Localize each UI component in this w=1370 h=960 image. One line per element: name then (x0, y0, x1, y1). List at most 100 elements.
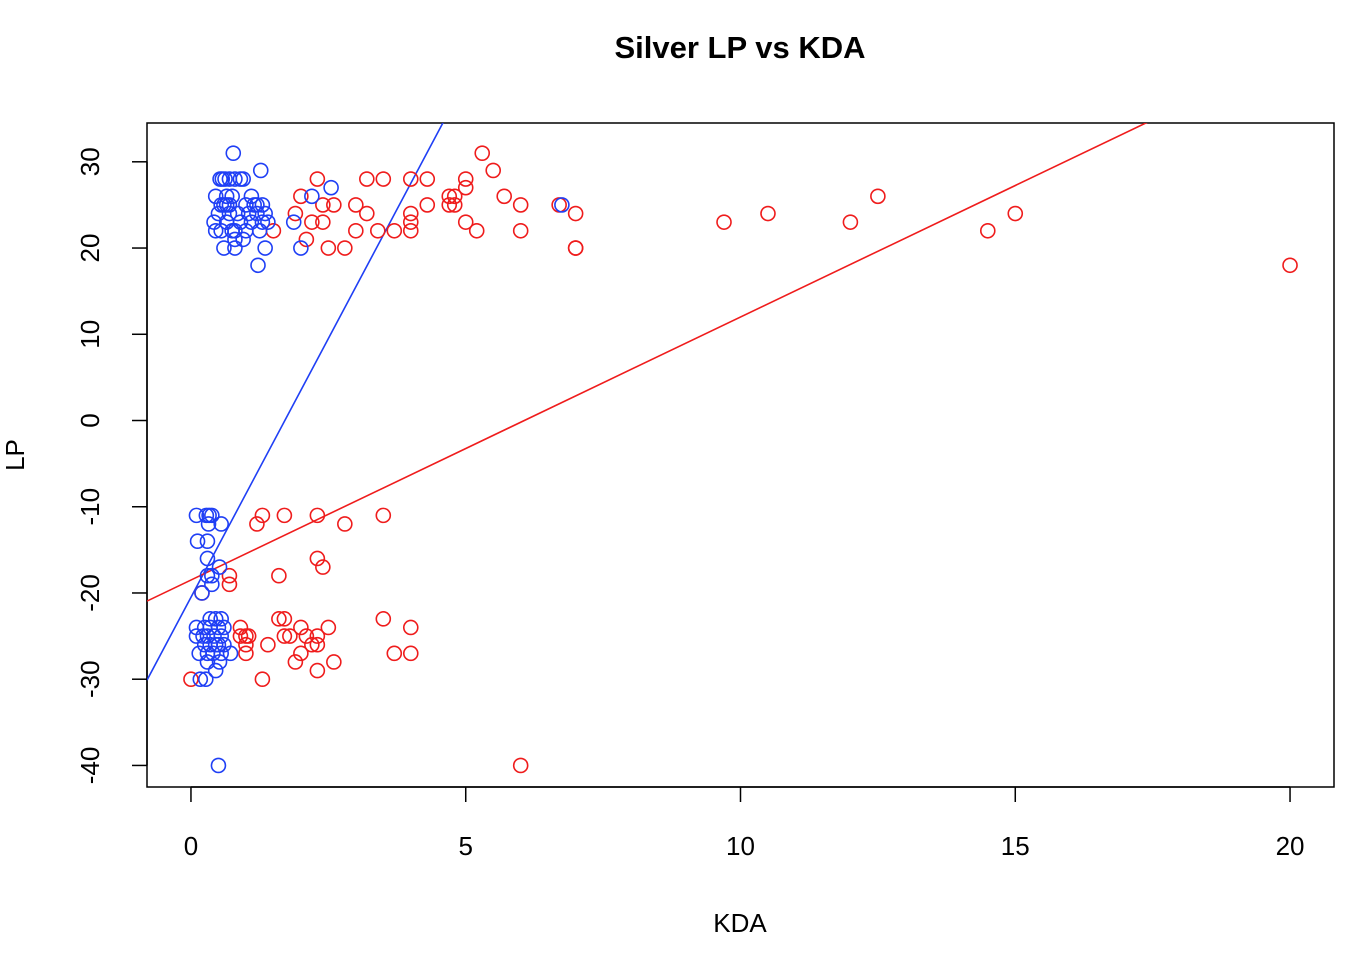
y-tick-label: -30 (75, 660, 105, 698)
data-point (206, 628, 222, 644)
data-point (249, 197, 265, 213)
data-point (375, 611, 392, 627)
data-point (402, 619, 419, 636)
data-point (320, 619, 337, 636)
data-point (567, 240, 584, 256)
x-tick-label: 5 (458, 831, 472, 861)
data-point (386, 222, 403, 239)
data-point (337, 516, 353, 532)
data-point (238, 636, 254, 653)
data-point (337, 240, 353, 256)
y-tick-label: 10 (75, 320, 105, 349)
data-point (468, 222, 485, 239)
x-axis: 0 5 10 15 20 (184, 786, 1305, 861)
data-point (207, 611, 224, 627)
chart-title: Silver LP vs KDA (615, 30, 866, 65)
x-tick-label: 10 (726, 831, 755, 861)
data-point (232, 628, 249, 644)
data-point (1282, 257, 1298, 274)
data-point (238, 197, 254, 213)
data-point (271, 567, 287, 584)
x-axis-label: KDA (713, 908, 767, 938)
data-point (402, 171, 419, 187)
data-point (204, 567, 220, 584)
data-point (227, 222, 243, 239)
data-point (235, 231, 251, 248)
data-point (402, 205, 419, 222)
data-point (254, 197, 271, 213)
data-point (213, 516, 229, 532)
data-points (183, 145, 1298, 774)
data-point (204, 507, 220, 524)
data-point (457, 171, 474, 187)
data-point (227, 171, 243, 187)
data-point (216, 619, 232, 636)
data-point (271, 611, 287, 627)
regression-line (147, 123, 1148, 602)
data-point (375, 507, 392, 524)
data-point (323, 179, 339, 196)
data-point (276, 611, 293, 627)
data-point (309, 550, 326, 567)
data-point (235, 171, 251, 187)
data-point (293, 619, 309, 636)
data-point (1007, 205, 1024, 222)
data-point (210, 205, 227, 222)
data-point (199, 533, 216, 550)
data-point (309, 628, 326, 644)
data-point (370, 222, 386, 239)
data-point (457, 179, 474, 196)
data-point (315, 197, 331, 213)
data-point (232, 619, 249, 636)
data-point (211, 654, 228, 670)
data-point (474, 145, 491, 161)
data-point (287, 654, 304, 670)
data-point (359, 205, 375, 222)
data-point (419, 197, 436, 213)
data-point (249, 205, 265, 222)
data-point (512, 757, 529, 774)
data-point (554, 197, 570, 213)
data-point (221, 197, 238, 213)
data-point (298, 231, 315, 248)
data-point (240, 205, 257, 222)
data-point (257, 240, 273, 256)
plot-frame (146, 122, 1335, 788)
data-point (210, 619, 227, 636)
data-point (441, 188, 458, 205)
data-point (227, 231, 243, 248)
data-point (309, 507, 326, 524)
regression-lines (147, 123, 1148, 681)
data-point (221, 205, 238, 222)
data-point (199, 654, 216, 670)
data-point (240, 628, 257, 644)
data-point (204, 576, 220, 593)
data-point (199, 567, 216, 584)
data-point (224, 188, 240, 205)
data-point (260, 636, 276, 653)
data-point (348, 197, 364, 213)
data-point (221, 576, 238, 593)
data-point (285, 214, 302, 230)
data-point (232, 214, 249, 230)
data-point (217, 171, 233, 187)
data-point (309, 171, 326, 187)
data-point (512, 222, 529, 239)
data-point (207, 222, 224, 239)
data-point (293, 240, 309, 256)
data-point (199, 550, 216, 567)
data-point (243, 214, 260, 230)
data-point (183, 671, 199, 688)
data-point (287, 205, 304, 222)
data-point (210, 757, 227, 774)
data-point (213, 611, 229, 627)
data-point (870, 188, 886, 205)
data-point (243, 188, 260, 205)
data-point (229, 205, 246, 222)
data-point (257, 205, 273, 222)
x-tick-label: 20 (1276, 831, 1305, 861)
data-point (260, 214, 276, 230)
data-point (194, 585, 210, 601)
data-point (402, 645, 419, 662)
